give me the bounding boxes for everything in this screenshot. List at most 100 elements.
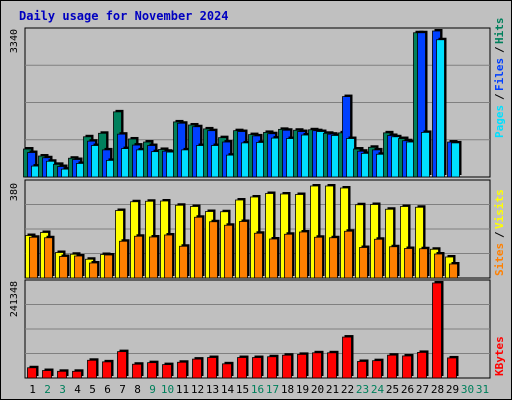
bar-pages-day-29 xyxy=(451,142,460,178)
bar-sites-day-26 xyxy=(404,248,413,279)
bar-sites-day-17 xyxy=(269,238,278,279)
bar-sites-day-29 xyxy=(449,263,458,279)
bar-kbytes-day-4 xyxy=(72,370,82,379)
x-tick-label: 31 xyxy=(476,383,489,396)
panel-2-ymax-label: 380 xyxy=(9,183,20,201)
x-tick-label: 15 xyxy=(236,383,249,396)
x-tick-label: 7 xyxy=(119,383,126,396)
bar-kbytes-day-19 xyxy=(297,353,307,379)
x-tick-label: 6 xyxy=(104,383,111,396)
x-tick-label: 5 xyxy=(89,383,96,396)
x-tick-label: 14 xyxy=(221,383,235,396)
x-tick-label: 11 xyxy=(176,383,189,396)
bar-sites-day-24 xyxy=(374,238,383,279)
x-tick-label: 1 xyxy=(29,383,36,396)
x-tick-label: 10 xyxy=(161,383,174,396)
bar-kbytes-day-6 xyxy=(102,361,112,379)
bar-sites-day-4 xyxy=(74,255,83,279)
bar-sites-day-14 xyxy=(224,224,233,279)
bar-sites-day-7 xyxy=(119,240,128,279)
bar-kbytes-day-26 xyxy=(402,355,412,379)
bar-sites-day-11 xyxy=(179,245,188,279)
bar-sites-day-5 xyxy=(89,262,98,279)
bar-kbytes-day-15 xyxy=(237,357,247,379)
bar-sites-day-12 xyxy=(194,216,203,279)
x-tick-label: 20 xyxy=(311,383,324,396)
bar-sites-day-3 xyxy=(59,256,68,279)
bar-kbytes-day-5 xyxy=(87,359,97,379)
bar-pages-day-28 xyxy=(436,39,445,178)
bar-sites-day-25 xyxy=(389,246,398,279)
bar-sites-day-13 xyxy=(209,221,218,279)
bar-kbytes-day-8 xyxy=(132,363,142,379)
panel-1-label-separator: / xyxy=(493,93,506,100)
x-tick-label: 3 xyxy=(59,383,66,396)
x-tick-label: 29 xyxy=(446,383,459,396)
bar-kbytes-day-23 xyxy=(357,361,367,379)
bar-kbytes-day-10 xyxy=(162,364,172,379)
bar-kbytes-day-17 xyxy=(267,356,277,379)
x-tick-label: 19 xyxy=(296,383,309,396)
bar-sites-day-6 xyxy=(104,254,113,279)
x-tick-label: 9 xyxy=(149,383,156,396)
bar-kbytes-day-27 xyxy=(417,352,427,379)
bar-kbytes-day-24 xyxy=(372,360,382,379)
x-tick-label: 18 xyxy=(281,383,294,396)
bar-sites-day-2 xyxy=(44,237,53,279)
x-tick-label: 12 xyxy=(191,383,204,396)
x-tick-label: 4 xyxy=(74,383,81,396)
bar-kbytes-day-1 xyxy=(27,367,37,379)
bar-kbytes-day-2 xyxy=(42,370,52,379)
bar-kbytes-day-7 xyxy=(117,351,127,379)
x-tick-label: 26 xyxy=(401,383,414,396)
bar-sites-day-15 xyxy=(239,221,248,279)
bar-kbytes-day-29 xyxy=(447,357,457,379)
bar-sites-day-22 xyxy=(344,230,353,279)
x-tick-label: 21 xyxy=(326,383,339,396)
bar-kbytes-day-28 xyxy=(432,282,442,379)
bar-sites-day-18 xyxy=(284,233,293,279)
panel-3-ymax-label: 241348 xyxy=(9,281,20,317)
bar-pages-day-27 xyxy=(421,132,430,178)
bar-kbytes-day-21 xyxy=(327,352,337,379)
panel-1-label-hits: Hits xyxy=(493,18,506,45)
bar-sites-day-10 xyxy=(164,234,173,279)
bar-sites-day-16 xyxy=(254,232,263,279)
bar-sites-day-8 xyxy=(134,235,143,279)
bar-kbytes-day-11 xyxy=(177,361,187,379)
x-tick-label: 2 xyxy=(44,383,51,396)
panel-1-label-separator: / xyxy=(493,46,506,53)
bar-sites-day-1 xyxy=(29,236,38,279)
bar-kbytes-day-18 xyxy=(282,354,292,379)
x-tick-label: 24 xyxy=(371,383,385,396)
x-tick-label: 30 xyxy=(461,383,474,396)
panel-2-label-sites: Sites xyxy=(493,243,506,276)
bar-sites-day-23 xyxy=(359,247,368,279)
x-tick-label: 27 xyxy=(416,383,429,396)
bar-kbytes-day-25 xyxy=(387,354,397,379)
bar-kbytes-day-12 xyxy=(192,358,202,379)
bar-sites-day-20 xyxy=(314,236,323,279)
x-tick-label: 25 xyxy=(386,383,399,396)
bar-kbytes-day-9 xyxy=(147,362,157,379)
bar-kbytes-day-16 xyxy=(252,357,262,379)
x-tick-label: 22 xyxy=(341,383,354,396)
bar-kbytes-day-14 xyxy=(222,363,232,379)
bar-kbytes-day-13 xyxy=(207,357,217,379)
bar-kbytes-day-20 xyxy=(312,352,322,379)
bar-sites-day-19 xyxy=(299,231,308,279)
panel-3-label-kbytes: KBytes xyxy=(493,336,506,376)
panel-1-label-pages: Pages xyxy=(493,105,506,138)
bar-kbytes-day-22 xyxy=(342,336,352,379)
bar-sites-day-9 xyxy=(149,236,158,279)
panel-1-label-files: Files xyxy=(493,58,506,91)
bar-sites-day-27 xyxy=(419,248,428,279)
bar-sites-day-21 xyxy=(329,237,338,279)
x-tick-label: 23 xyxy=(356,383,369,396)
x-tick-label: 28 xyxy=(431,383,444,396)
bar-kbytes-day-3 xyxy=(57,370,67,379)
panel-2-label-visits: Visits xyxy=(493,189,506,229)
bar-sites-day-28 xyxy=(434,253,443,279)
page-title: Daily usage for November 2024 xyxy=(19,9,229,23)
